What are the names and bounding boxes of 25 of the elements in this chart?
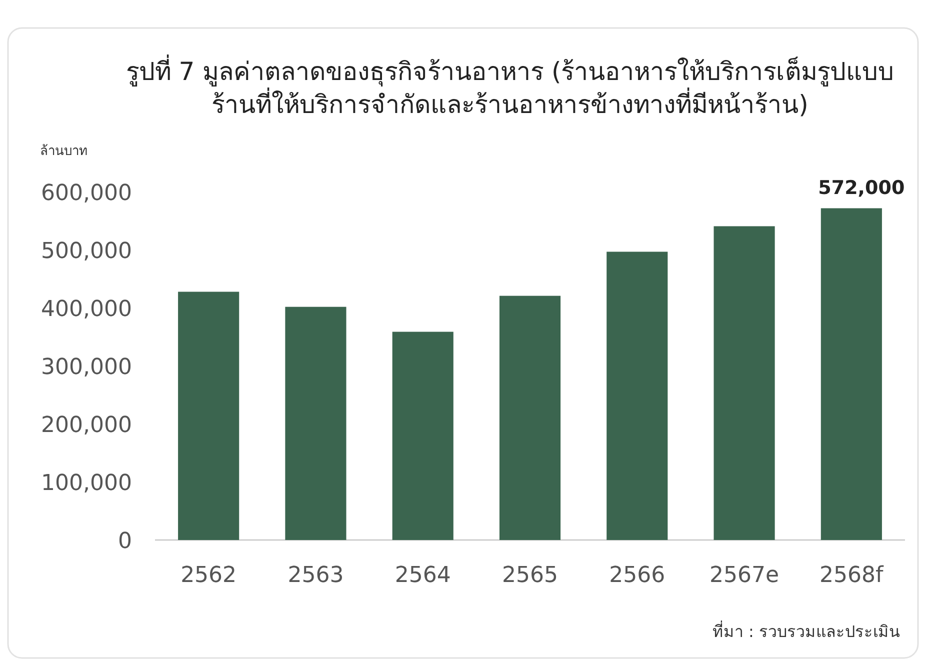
bar <box>499 296 561 540</box>
x-tick-label: 2566 <box>609 563 666 588</box>
x-tick-label: 2562 <box>180 563 237 588</box>
bar <box>606 252 668 540</box>
y-tick-label: 500,000 <box>41 239 132 264</box>
chart-title: รูปที่ 7 มูลค่าตลาดของธุรกิจร้านอาหาร (ร้านอาหารให้บริการเต็มรูปแบบ ร้านที่ให้บริการจำกัดและร้านอาหารข้างทางที่มีหน้าร้าน) <box>126 54 894 119</box>
y-tick-label: 300,000 <box>41 355 132 380</box>
bar <box>285 306 346 540</box>
x-tick-label: 2568f <box>820 563 885 588</box>
x-tick-label: 2567e <box>710 563 780 588</box>
bar <box>178 292 240 540</box>
y-tick-label: 100,000 <box>41 471 132 496</box>
y-axis-title: ล้านบาท <box>40 144 88 159</box>
y-tick-label: 0 <box>118 529 132 554</box>
y-tick-label: 400,000 <box>41 297 132 322</box>
text: ที่มา : รวบรวมและประเมิน <box>712 620 900 641</box>
bar <box>714 226 775 540</box>
x-tick-label: 2563 <box>288 563 344 588</box>
x-tick-label: 2565 <box>502 563 558 588</box>
bar <box>392 332 454 540</box>
bar <box>820 208 882 540</box>
y-tick-label: 600,000 <box>41 181 132 206</box>
y-tick-label: 200,000 <box>41 413 132 438</box>
x-tick-label: 2564 <box>394 563 451 588</box>
data-label: 572,000 <box>818 177 905 200</box>
